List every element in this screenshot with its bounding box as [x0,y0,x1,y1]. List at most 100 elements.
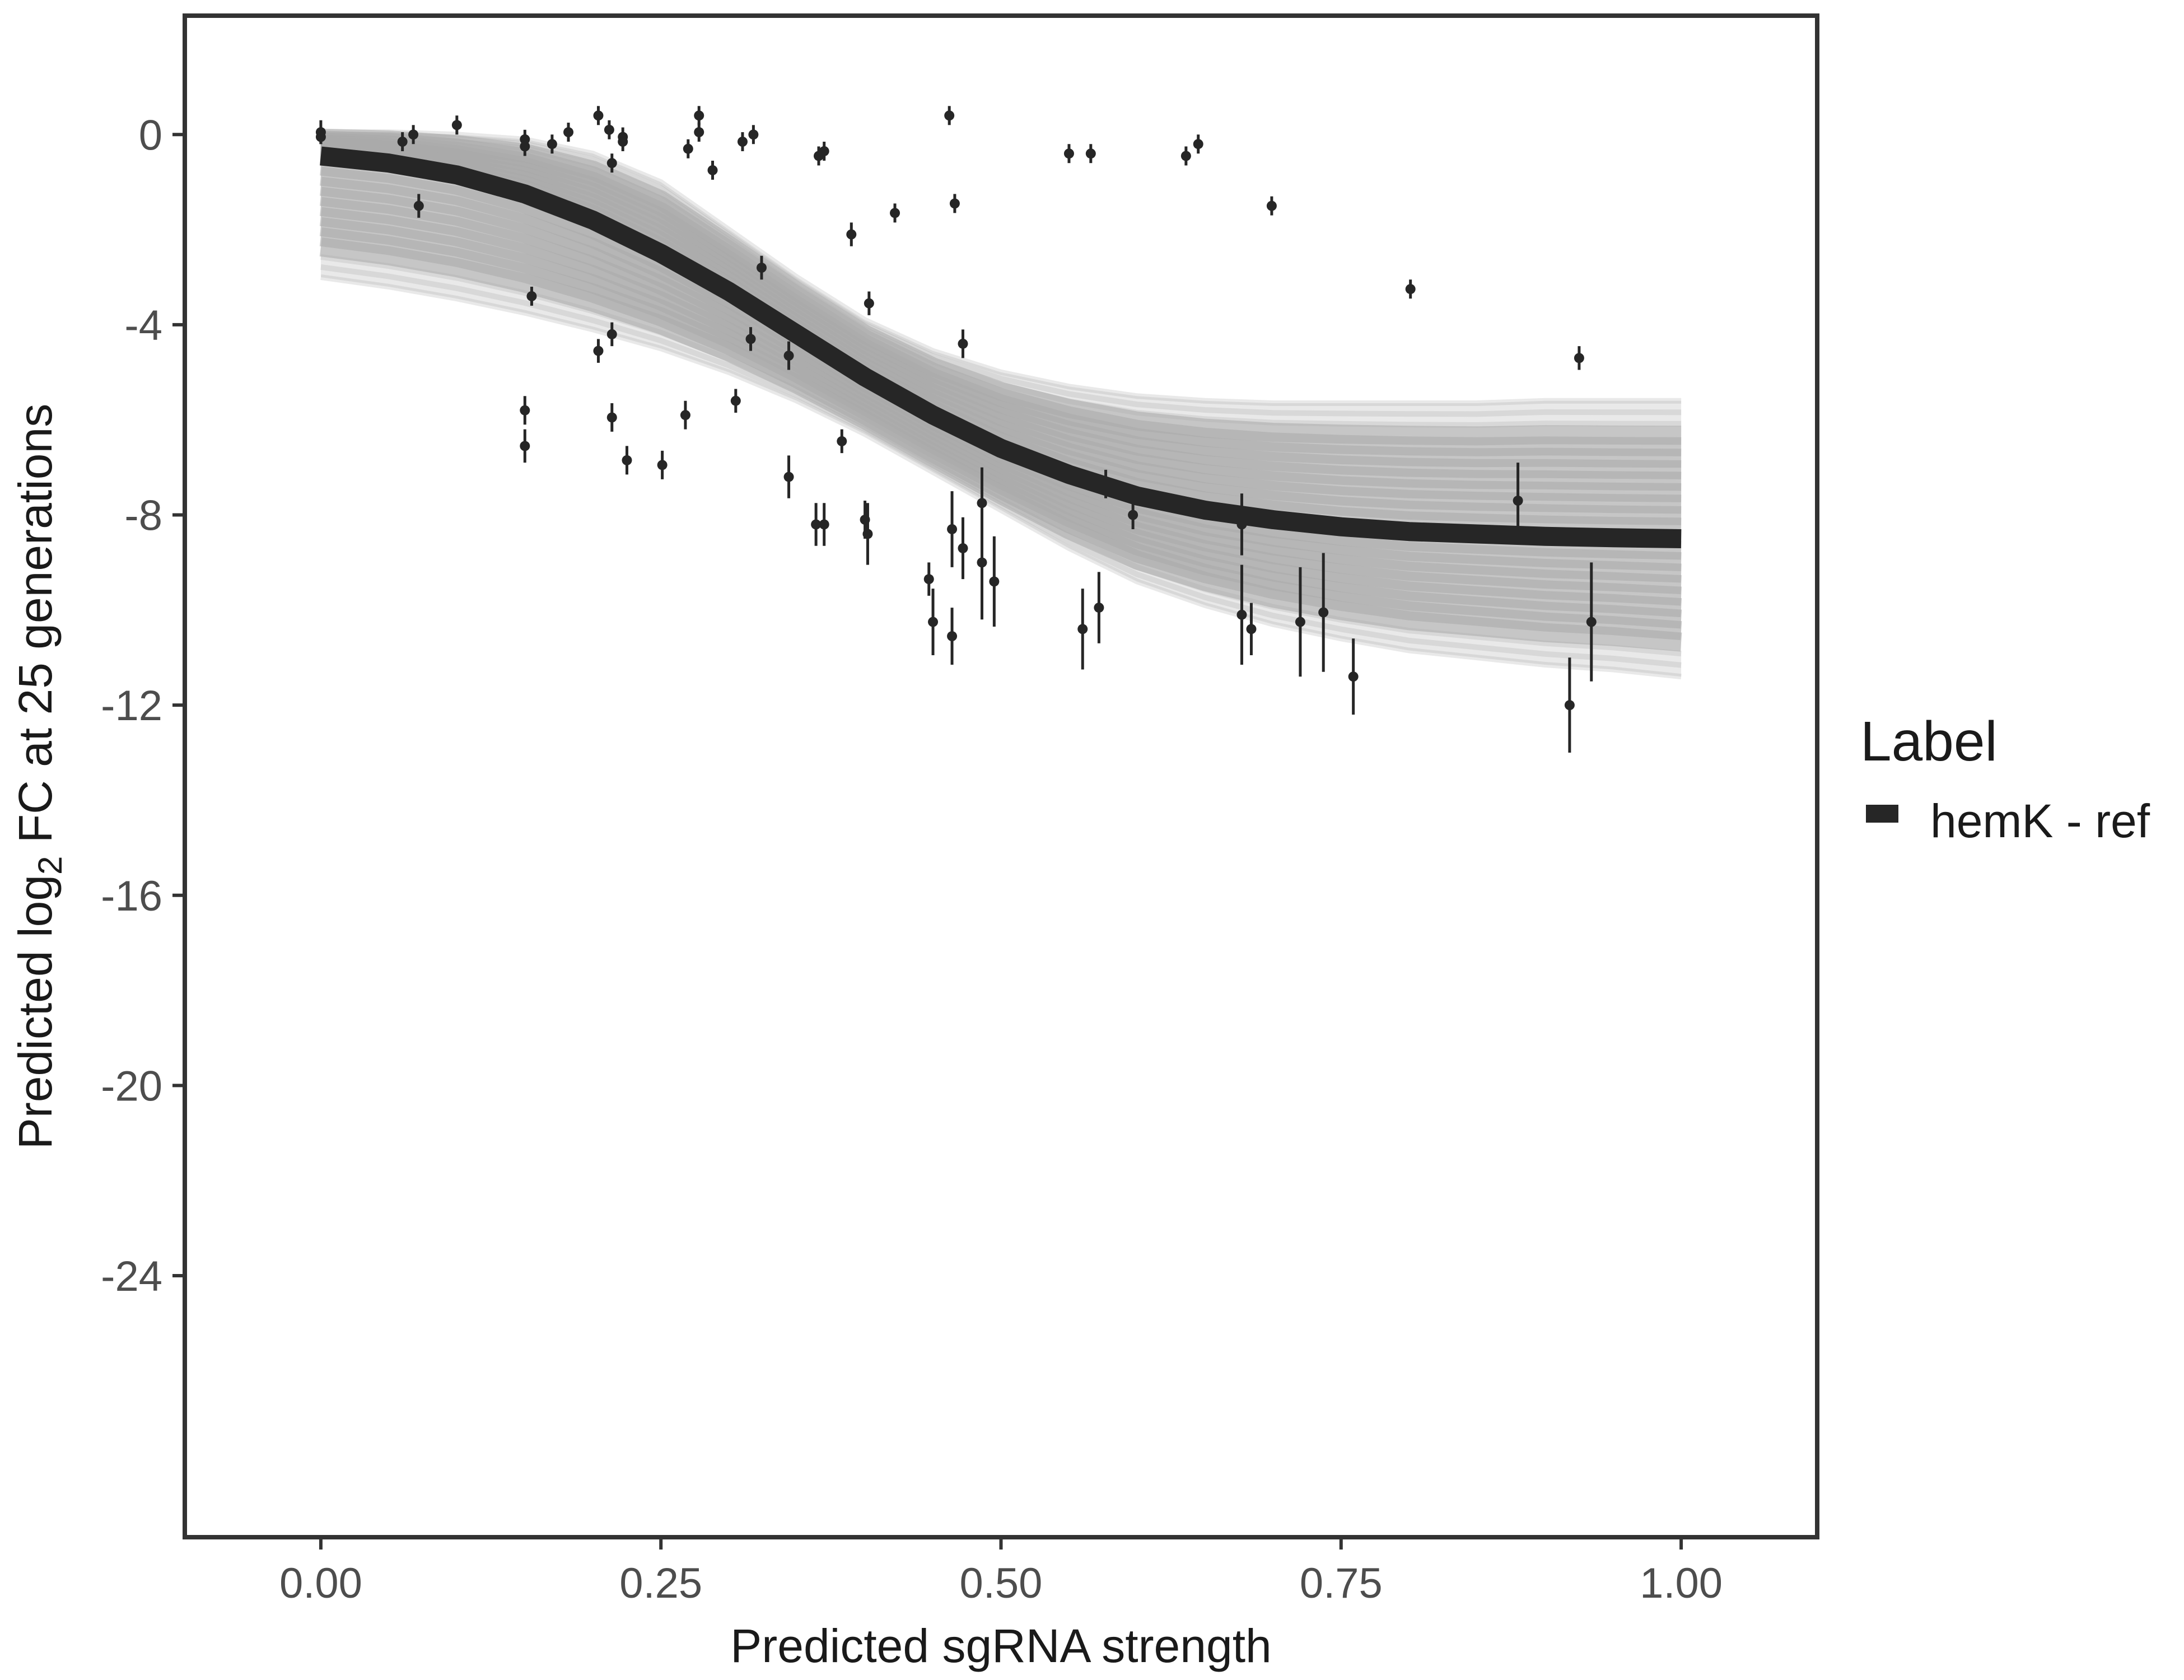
x-tick-label: 1.00 [1640,1560,1723,1607]
x-tick-label: 0.75 [1300,1560,1383,1607]
data-points-layer [315,106,1597,753]
data-point [694,106,704,125]
legend: Label hemK - ref [1860,710,2150,847]
data-point [451,115,462,135]
point-marker [563,127,574,138]
data-point [604,120,614,139]
point-marker [1405,284,1416,295]
posterior-draw-line [319,237,1682,652]
data-point [745,327,756,351]
point-marker [1100,479,1111,489]
data-point [1128,501,1138,529]
y-axis-title-subscript: 2 [31,856,69,875]
point-marker [622,455,632,465]
point-marker [683,143,693,154]
point-marker [1246,624,1257,634]
point-marker [1564,700,1575,711]
point-marker [1180,151,1191,161]
data-point [520,429,530,463]
data-point [593,106,604,125]
point-marker [1236,519,1247,530]
data-point [680,400,690,430]
data-point [606,322,617,347]
point-marker [949,198,960,209]
point-marker [315,132,326,142]
y-tick-label: -8 [124,492,162,540]
data-point [1236,493,1247,556]
point-marker [408,129,419,140]
data-point [1564,657,1575,753]
point-marker [947,631,958,642]
point-marker [547,139,557,150]
data-point [811,503,822,546]
data-point [683,139,693,158]
data-point [977,505,987,620]
point-marker [606,412,617,423]
point-marker [846,229,857,240]
point-marker [707,165,718,175]
data-point [593,339,604,363]
y-axis: 0 -4 -8 -12 -16 -20 -24 [101,111,183,1300]
point-marker [1586,617,1597,627]
point-marker [657,460,668,470]
data-point [890,203,900,223]
point-marker [593,110,604,121]
point-marker [1085,148,1096,159]
point-marker [606,158,617,169]
point-marker [1094,603,1104,613]
posterior-draw-line [320,264,1682,668]
x-axis-title: Predicted sgRNA strength [730,1620,1272,1672]
y-axis-title-prefix: Predicted log [9,875,62,1149]
legend-title: Label [1860,710,1998,773]
point-marker [618,137,628,147]
point-marker [947,524,958,534]
data-point [1266,196,1277,216]
data-point [730,389,741,413]
data-point [862,503,873,565]
data-point [413,194,424,218]
point-marker [737,137,748,147]
legend-key-hemk-ref [1866,805,1898,823]
legend-label-hemk-ref: hemK - ref [1930,795,2150,847]
data-point [949,194,960,213]
point-marker [730,395,741,406]
y-tick-label: -20 [101,1062,162,1110]
point-marker [748,129,759,140]
point-marker [1077,624,1088,634]
y-axis-title-suffix: FC at 25 generations [9,404,62,856]
data-point [748,125,759,144]
point-marker [520,405,530,416]
data-point [1574,346,1584,370]
point-marker [397,137,408,147]
point-marker [520,441,530,451]
x-axis: 0.00 0.25 0.50 0.75 1.00 [279,1539,1723,1607]
point-marker [680,410,690,421]
data-point [606,153,617,173]
y-tick-label: -24 [101,1253,162,1300]
point-marker [604,124,614,135]
data-point [618,132,628,151]
data-point [547,134,557,154]
point-marker [526,291,537,301]
point-marker [977,557,987,568]
point-marker [783,472,794,482]
point-marker [694,110,704,121]
data-point [694,123,704,142]
point-marker [928,617,939,627]
data-point [1405,279,1416,299]
posterior-draw-line [320,274,1682,680]
data-point [1513,463,1523,539]
data-point [1236,564,1247,665]
data-point [989,536,1000,627]
x-tick-label: 0.25 [619,1560,702,1607]
point-marker [890,208,900,218]
data-point [947,491,958,567]
point-marker [989,576,1000,587]
data-point [397,132,408,151]
point-marker [819,146,829,156]
point-marker [944,110,955,121]
point-marker [1236,609,1247,620]
data-point [408,125,419,144]
point-marker [1063,148,1074,159]
point-marker [745,334,756,344]
